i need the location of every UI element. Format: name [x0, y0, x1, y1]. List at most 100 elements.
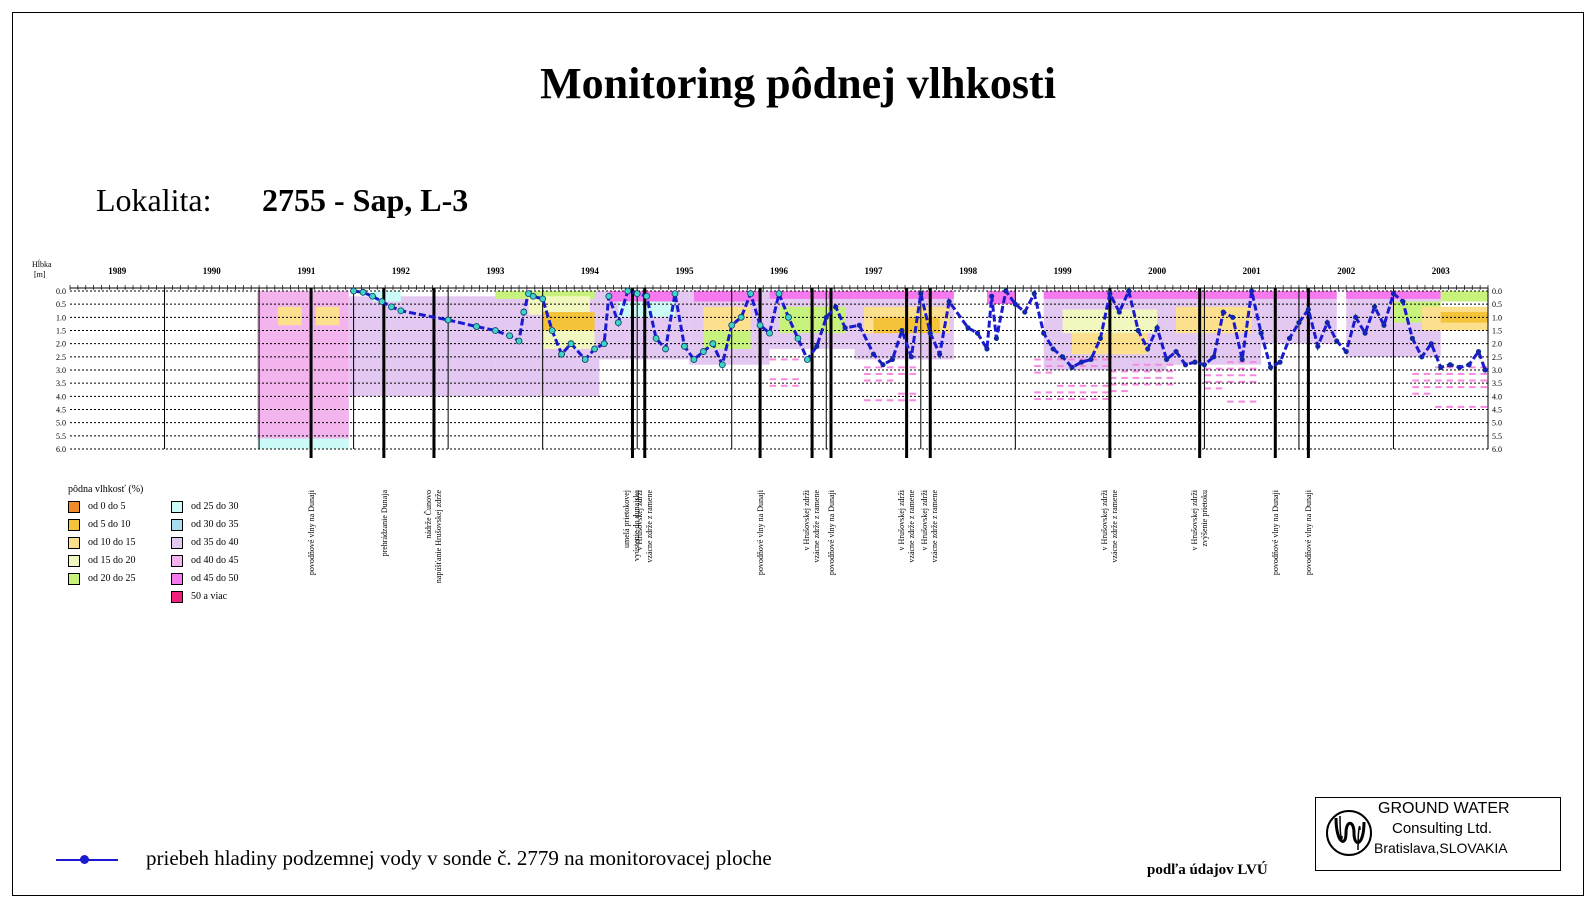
y-tick-label-left: 4.0: [56, 392, 66, 401]
event-annotation: v Hrušovskej zdrži: [1189, 490, 1199, 551]
legend-item: od 45 do 50: [171, 572, 239, 586]
y-tick-label-right: 2.5: [1492, 353, 1502, 362]
groundwater-point: [1116, 309, 1122, 315]
y-tick-label-right: 3.0: [1492, 366, 1502, 375]
groundwater-point: [709, 340, 717, 348]
moisture-cell: [1176, 306, 1252, 334]
year-label: 2003: [1432, 266, 1451, 276]
groundwater-point: [927, 330, 933, 336]
moisture-cell: [542, 312, 595, 331]
event-annotation: povodňové vlny na Dunaji: [756, 490, 766, 576]
year-label: 1996: [770, 266, 789, 276]
moisture-cell: [495, 291, 600, 299]
groundwater-point: [974, 330, 981, 336]
legend-label: od 30 do 35: [191, 519, 239, 530]
groundwater-point: [605, 292, 613, 300]
legend-label: od 45 do 50: [191, 573, 239, 584]
groundwater-point: [1107, 291, 1113, 297]
groundwater-point: [989, 293, 995, 299]
groundwater-point: [1022, 309, 1028, 315]
event-annotation: nádrže Čunovo: [423, 490, 433, 539]
groundwater-point: [1277, 359, 1283, 365]
event-annotation: vzácne zdrže z ramene: [1109, 490, 1119, 563]
legend-label: od 20 do 25: [88, 573, 136, 584]
groundwater-point: [1475, 348, 1482, 355]
legend-item: od 0 do 5: [68, 500, 126, 514]
y-tick-label-right: 0.5: [1492, 300, 1502, 309]
legend-item: od 35 do 40: [171, 536, 239, 550]
y-tick-label-left: 0.0: [56, 287, 66, 296]
groundwater-point: [1482, 367, 1488, 373]
groundwater-legend-marker: [80, 855, 89, 864]
groundwater-point: [671, 290, 679, 298]
groundwater-point: [1409, 335, 1415, 341]
legend-swatch: [171, 572, 183, 585]
y-tick-label-left: 2.0: [56, 340, 66, 349]
legend-swatch: [171, 500, 183, 513]
groundwater-point: [1324, 319, 1330, 326]
groundwater-point: [1126, 288, 1132, 294]
groundwater-point: [378, 298, 386, 305]
groundwater-point: [766, 329, 773, 337]
groundwater-point: [756, 321, 764, 329]
groundwater-point: [747, 290, 755, 298]
legend-swatch: [68, 518, 80, 531]
moisture-cell: [257, 396, 349, 439]
y-tick-label-right: 1.5: [1492, 327, 1502, 336]
event-annotation: povodňové vlny na Dunaji: [826, 490, 836, 576]
year-label: 2000: [1148, 266, 1167, 276]
groundwater-point: [1088, 356, 1094, 363]
event-annotation: v Hrušovskej zdrži: [634, 490, 644, 551]
groundwater-point: [1060, 354, 1066, 360]
groundwater-point: [652, 334, 660, 342]
y-axis-unit: [m]: [34, 270, 46, 279]
y-tick-label-left: 2.5: [56, 353, 66, 362]
groundwater-point: [737, 313, 745, 321]
groundwater-point: [643, 292, 651, 300]
year-label: 2001: [1243, 266, 1262, 276]
year-label: 1991: [297, 266, 316, 276]
groundwater-point: [520, 308, 528, 316]
event-annotation: v Hrušovskej zdrži: [1099, 490, 1109, 551]
groundwater-point: [880, 362, 886, 368]
groundwater-point: [600, 340, 608, 348]
event-annotation: povodňové vlny na Dunaji: [307, 490, 317, 576]
year-label: 1990: [203, 266, 222, 276]
legend-swatch: [171, 554, 183, 567]
moisture-cell: [1166, 291, 1262, 299]
y-tick-label-left: 0.5: [56, 300, 66, 309]
event-annotation: v Hrušovskej zdrži: [896, 490, 906, 551]
legend-title: pôdna vlhkosť (%): [68, 484, 144, 495]
groundwater-point: [1249, 288, 1255, 294]
event-annotation: prehrádzanie Dunaja: [379, 490, 389, 557]
groundwater-point: [591, 345, 599, 353]
groundwater-point: [842, 325, 848, 331]
groundwater-point: [1400, 298, 1406, 305]
groundwater-point: [1390, 291, 1397, 297]
event-annotation: vzácne zdrže z ramene: [906, 490, 916, 563]
groundwater-point: [1258, 330, 1264, 336]
groundwater-point: [581, 356, 589, 363]
moisture-cell: [693, 291, 761, 302]
groundwater-point: [539, 295, 547, 303]
groundwater-point: [1447, 362, 1453, 368]
legend-label: od 25 do 30: [191, 501, 239, 512]
groundwater-point: [444, 316, 452, 324]
event-annotation: vzácne zdrže z ramene: [930, 490, 940, 563]
event-annotation: v Hrušovskej zdrži: [802, 490, 812, 551]
groundwater-point: [993, 335, 1000, 341]
legend-swatch: [171, 536, 183, 549]
legend-label: od 40 do 45: [191, 555, 239, 566]
moisture-cell: [703, 306, 751, 331]
groundwater-point: [1286, 335, 1293, 341]
groundwater-point: [515, 337, 523, 345]
groundwater-point: [1031, 291, 1037, 297]
groundwater-point: [1220, 309, 1226, 315]
location-label: Lokalita:: [96, 182, 212, 218]
groundwater-point: [1296, 319, 1302, 326]
groundwater-point: [388, 303, 395, 311]
legend-item: 50 a viac: [171, 590, 227, 604]
groundwater-point: [1371, 304, 1378, 310]
event-annotation: povodňové vlny na Dunaji: [1271, 490, 1281, 576]
year-label: 1998: [959, 266, 978, 276]
